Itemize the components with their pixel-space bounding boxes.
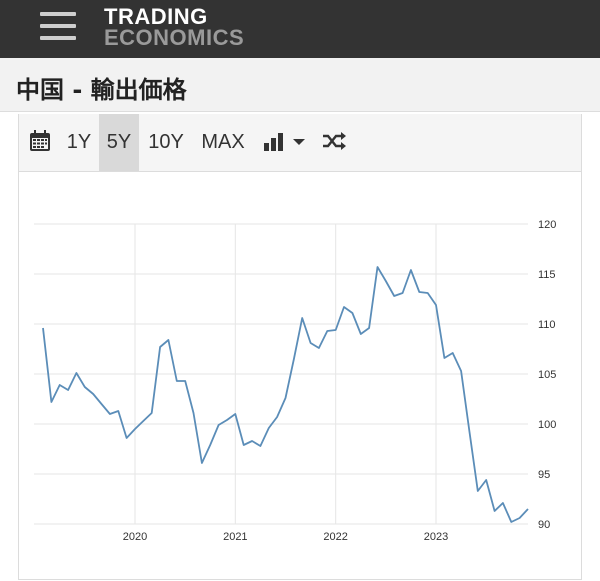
chart-toolbar: 1Y 5Y 10Y MAX <box>18 114 582 172</box>
y-tick-label: 100 <box>538 419 556 431</box>
y-tick-label: 120 <box>538 219 556 231</box>
x-tick-label: 2020 <box>123 531 147 543</box>
line-chart: 90 95 100 105 110 115 120 2020 2021 2022 2023 <box>34 219 556 543</box>
chart-panel <box>18 114 582 580</box>
menu-icon[interactable] <box>40 12 76 40</box>
shuffle-icon[interactable] <box>317 114 351 171</box>
chart-area: 90 95 100 105 110 115 120 2020 2021 2022 2023 <box>0 172 600 572</box>
calendar-icon[interactable] <box>25 114 55 171</box>
x-tick-label: 2021 <box>223 531 247 543</box>
title-bar: 中国 - 輸出価格 <box>0 58 600 112</box>
logo-line1: TRADING <box>104 4 208 29</box>
series-line <box>42 266 529 523</box>
trading-economics-logo[interactable]: TRADING ECONOMICS <box>104 4 245 50</box>
logo-line2: ECONOMICS <box>104 25 245 50</box>
chart-type-dropdown[interactable] <box>257 114 313 171</box>
y-tick-label: 115 <box>538 269 556 281</box>
range-1y-button[interactable]: 1Y <box>66 131 92 153</box>
chevron-down-icon <box>293 138 305 145</box>
x-tick-label: 2022 <box>323 531 347 543</box>
range-10y-button[interactable]: 10Y <box>148 131 184 153</box>
y-tick-label: 110 <box>538 319 556 331</box>
range-5y-button[interactable]: 5Y <box>99 114 139 171</box>
y-tick-label: 105 <box>538 369 556 381</box>
y-tick-label: 95 <box>538 469 550 481</box>
top-navbar: TRADING ECONOMICS <box>0 0 600 58</box>
x-tick-label: 2023 <box>424 531 448 543</box>
y-tick-label: 90 <box>538 519 550 531</box>
page-title: 中国 - 輸出価格 <box>16 76 187 104</box>
range-max-button[interactable]: MAX <box>201 131 245 153</box>
bar-chart-icon <box>264 132 283 151</box>
